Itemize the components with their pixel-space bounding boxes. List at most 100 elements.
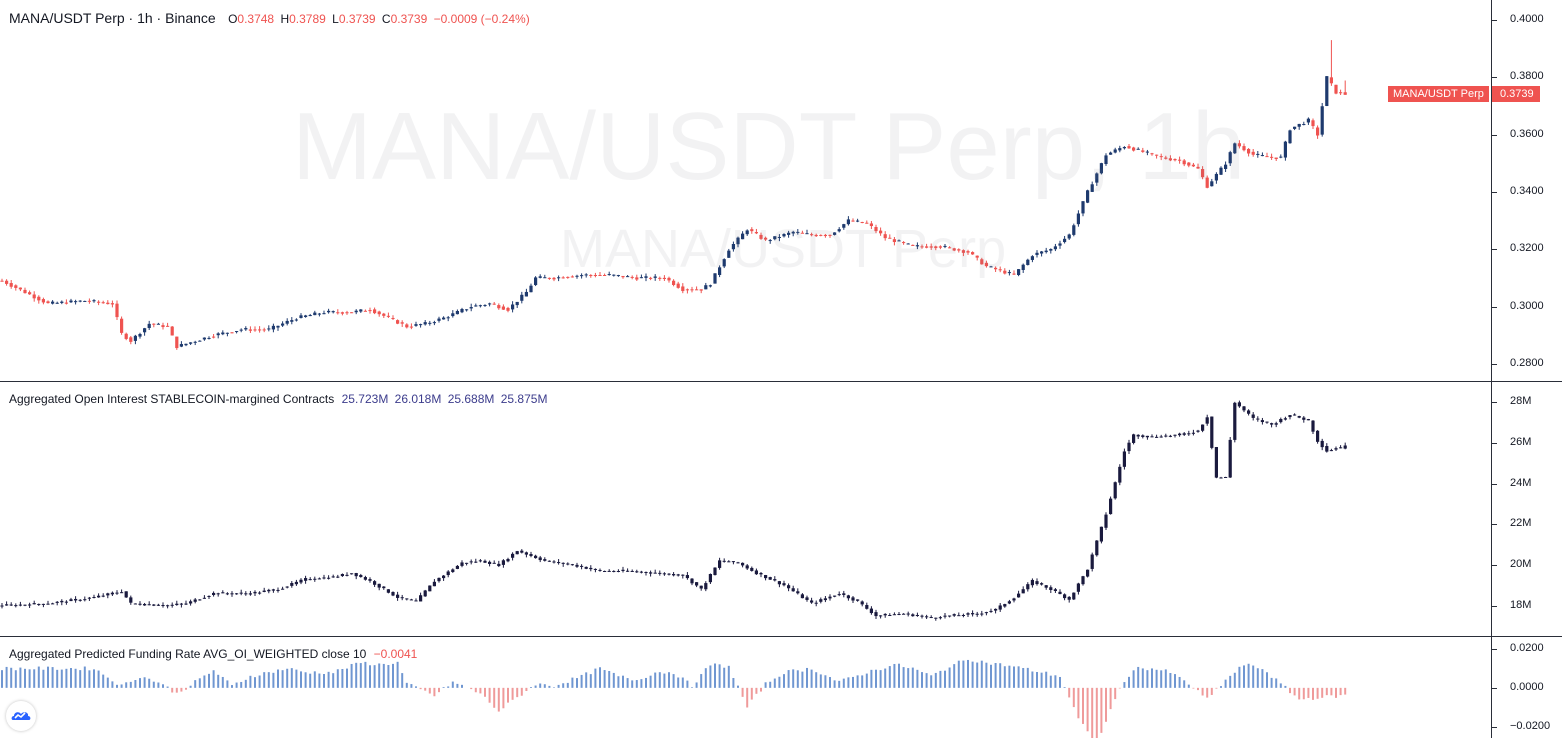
oi-candle <box>902 613 906 615</box>
oi-candle <box>1067 596 1071 603</box>
price-candle <box>253 326 257 332</box>
oi-candle <box>630 569 634 572</box>
open-value: 0.3748 <box>237 12 275 26</box>
oi-candle <box>1293 413 1297 416</box>
price-candle <box>736 236 740 248</box>
price-pane[interactable]: MANA/USDT Perp, 1h MANA/USDT Perp MANA/U… <box>0 0 1491 381</box>
price-candle <box>41 297 45 305</box>
price-candle <box>1058 240 1062 249</box>
price-candle <box>639 274 643 279</box>
price-candle <box>833 232 837 236</box>
funding-rate-histogram[interactable] <box>0 637 1491 738</box>
price-candle <box>1081 201 1085 217</box>
price-candle <box>138 332 142 339</box>
price-candle <box>276 325 280 331</box>
oi-candle <box>64 600 68 605</box>
open-interest-chart[interactable] <box>0 382 1491 636</box>
oi-candle <box>506 557 510 563</box>
funding-rate-axis[interactable]: 0.0200 0.0000 −0.0200 <box>1492 637 1562 738</box>
symbol-title[interactable]: MANA/USDT Perp · 1h · Binance <box>9 10 216 26</box>
price-candle <box>1178 156 1182 164</box>
price-candle <box>189 342 193 345</box>
oi-candle <box>244 591 248 596</box>
oi-candle <box>1090 552 1094 572</box>
oi-candle <box>865 602 869 610</box>
price-candle <box>1210 178 1214 187</box>
oi-candle <box>575 562 579 568</box>
oi-candle <box>681 574 685 579</box>
price-candle <box>285 318 289 326</box>
oi-candle <box>773 576 777 582</box>
tradingview-logo[interactable] <box>6 701 36 731</box>
oi-candle <box>1049 585 1053 594</box>
price-candle <box>989 265 993 268</box>
price-candle <box>1118 145 1122 153</box>
price-candle <box>971 251 975 255</box>
oi-candle <box>589 565 593 572</box>
price-candle <box>612 274 616 277</box>
oi-candle <box>662 572 666 576</box>
oi-candle <box>635 569 639 573</box>
price-candle <box>1256 150 1260 158</box>
price-candle <box>547 277 551 280</box>
oi-candle <box>225 592 229 596</box>
price-candle <box>653 274 657 281</box>
oi-value-low: 25.688M <box>447 392 495 406</box>
oi-candle <box>1113 481 1117 500</box>
open-interest-pane[interactable]: Aggregated Open Interest STABLECOIN-marg… <box>0 382 1491 636</box>
oi-candle <box>800 593 804 599</box>
price-candle <box>616 274 620 277</box>
price-candle <box>750 227 754 234</box>
axis-tick-mark <box>1492 191 1497 193</box>
oi-candle <box>271 588 275 593</box>
oi-candle <box>925 614 929 620</box>
oi-candle <box>787 583 791 592</box>
oi-candle <box>1247 409 1251 416</box>
oi-candle <box>101 593 105 598</box>
oi-candle <box>248 590 252 596</box>
price-candle <box>538 274 542 279</box>
oi-candle <box>299 578 303 585</box>
oi-title[interactable]: Aggregated Open Interest STABLECOIN-marg… <box>9 392 335 406</box>
price-candle <box>1260 152 1264 157</box>
oi-candle <box>929 615 933 619</box>
oi-candle <box>1007 599 1011 605</box>
price-candle <box>74 299 78 305</box>
oi-candle <box>915 612 919 617</box>
price-candle <box>1334 84 1338 95</box>
oi-candle <box>202 595 206 599</box>
oi-candle <box>1279 417 1283 424</box>
funding-rate-pane[interactable]: Aggregated Predicted Funding Rate AVG_OI… <box>0 637 1491 738</box>
pane-separator[interactable] <box>0 636 1562 637</box>
oi-candle <box>74 596 78 603</box>
oi-candle <box>193 598 197 604</box>
oi-candle <box>1012 597 1016 603</box>
price-candle <box>644 273 648 282</box>
oi-candle <box>639 570 643 574</box>
price-candle <box>943 244 947 249</box>
price-candle <box>846 216 850 226</box>
price-candle <box>354 309 358 315</box>
oi-axis[interactable]: 28M 26M 24M 22M 20M 18M <box>1492 382 1562 636</box>
oi-candle <box>465 562 469 566</box>
price-candle <box>28 290 32 295</box>
oi-candle <box>718 557 722 570</box>
oi-candle <box>258 591 262 595</box>
price-axis[interactable]: 0.4000 0.3800 0.3600 0.3400 0.3200 0.3000 0.28… <box>1492 0 1562 381</box>
price-candle <box>768 238 772 244</box>
oi-candle <box>1343 442 1347 450</box>
oi-candle <box>989 608 993 613</box>
price-candle <box>1311 118 1315 129</box>
price-candle <box>386 312 390 318</box>
price-candle <box>704 282 708 290</box>
price-candles-chart[interactable] <box>0 0 1491 381</box>
price-candle <box>244 326 248 331</box>
oi-candle <box>1035 578 1039 586</box>
price-candle <box>32 291 36 302</box>
oi-candle <box>897 611 901 616</box>
pane-separator[interactable] <box>0 381 1562 382</box>
oi-candle <box>598 568 602 572</box>
fr-title[interactable]: Aggregated Predicted Funding Rate AVG_OI… <box>9 647 367 661</box>
oi-candle <box>1168 434 1172 438</box>
symbol-watermark: MANA/USDT Perp, 1h <box>292 93 1246 200</box>
